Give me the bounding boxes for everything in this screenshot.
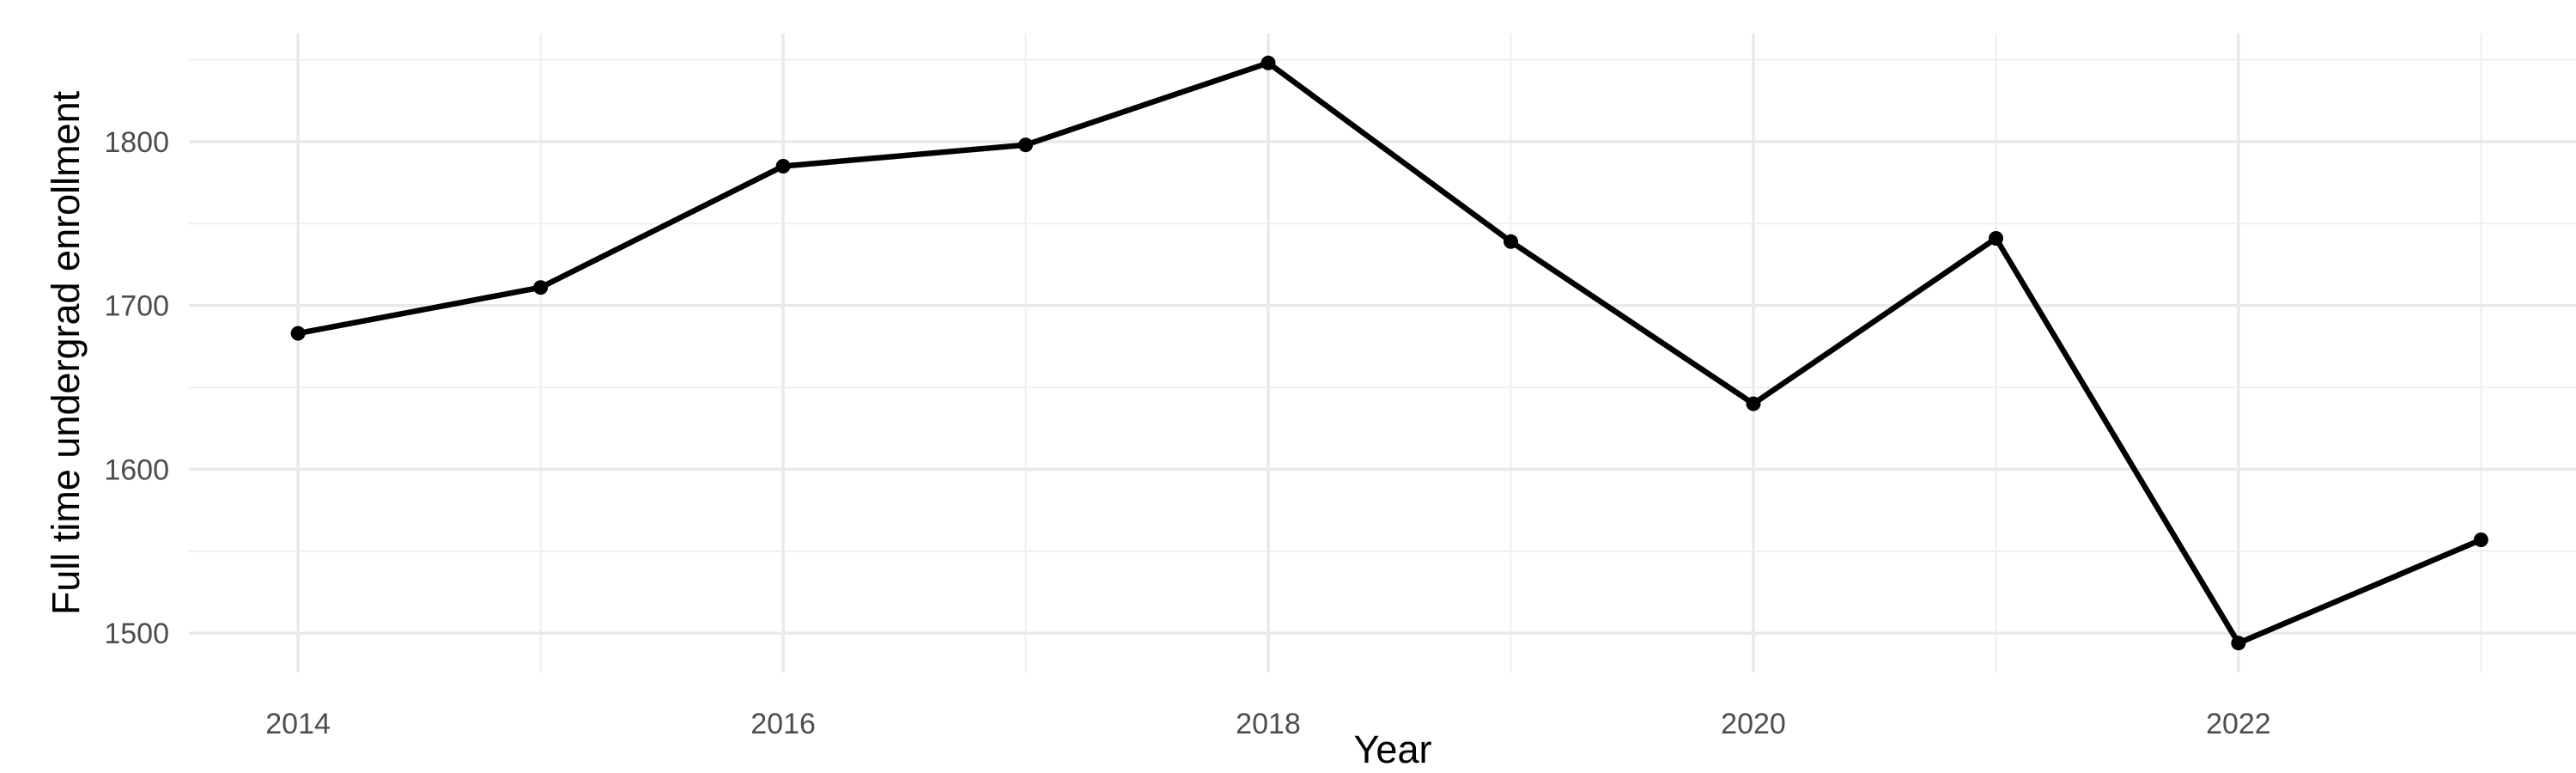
data-point-2020 bbox=[1746, 396, 1761, 411]
data-point-2015 bbox=[533, 280, 549, 295]
data-point-2018 bbox=[1261, 55, 1276, 70]
x-axis-title: Year bbox=[1354, 727, 1432, 771]
y-tick-label: 1600 bbox=[104, 453, 169, 486]
x-tick-label: 2020 bbox=[1721, 708, 1786, 740]
y-tick-label: 1800 bbox=[104, 126, 169, 159]
x-tick-label: 2014 bbox=[265, 708, 331, 740]
grid-minor-lines bbox=[189, 33, 2576, 673]
chart-canvas: 2014 2016 2018 2020 2022 1500 1600 1700 1800 Ye… bbox=[44, 33, 2576, 771]
enrollment-trend-line bbox=[297, 60, 2482, 646]
enrollment-line-chart: 2014 2016 2018 2020 2022 1500 1600 1700 1800 Ye… bbox=[34, 14, 2576, 773]
y-axis-title: Full time undergrad enrollment bbox=[44, 90, 88, 615]
x-axis-tick-labels: 2014 2016 2018 2020 2022 bbox=[265, 708, 2270, 740]
data-point-2021 bbox=[1989, 231, 2003, 246]
y-tick-label: 1500 bbox=[104, 618, 169, 650]
grid-major-lines bbox=[189, 33, 2576, 673]
x-tick-label: 2018 bbox=[1236, 708, 1301, 740]
data-point-2023 bbox=[2473, 533, 2488, 547]
enrollment-series bbox=[290, 55, 2488, 651]
y-tick-label: 1700 bbox=[104, 290, 169, 323]
data-point-2014 bbox=[290, 326, 306, 341]
x-tick-label: 2016 bbox=[750, 708, 816, 740]
x-tick-label: 2022 bbox=[2206, 708, 2271, 740]
data-point-2019 bbox=[1504, 234, 1518, 249]
data-point-2017 bbox=[1018, 137, 1033, 153]
y-axis-tick-labels: 1500 1600 1700 1800 bbox=[104, 126, 169, 650]
data-point-2022 bbox=[2231, 636, 2246, 651]
data-point-2016 bbox=[775, 159, 791, 173]
